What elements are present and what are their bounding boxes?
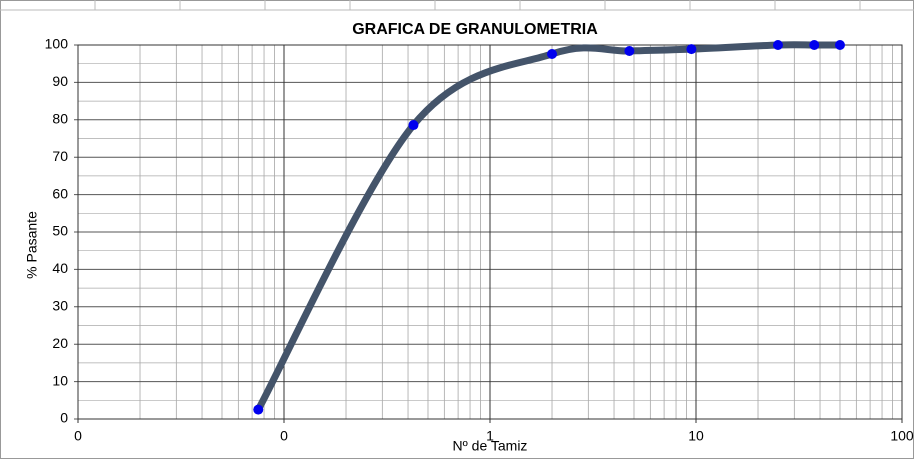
- y-tick-label: 10: [52, 372, 68, 388]
- y-axis-label: % Pasante: [24, 211, 40, 279]
- data-point: [624, 45, 635, 56]
- sheet-cells: [0, 0, 914, 11]
- y-tick-label: 100: [45, 36, 69, 52]
- y-tick-label: 0: [60, 410, 68, 426]
- x-tick-label: 10: [688, 428, 704, 444]
- y-tick-label: 60: [52, 185, 68, 201]
- y-tick-label: 20: [52, 335, 68, 351]
- y-tick-label: 30: [52, 298, 68, 314]
- chart-title: GRAFICA DE GRANULOMETRIA: [352, 21, 598, 38]
- data-point: [809, 40, 820, 50]
- y-tick-label: 90: [52, 73, 68, 89]
- y-tick-label: 40: [52, 260, 68, 276]
- y-tick-label: 80: [52, 111, 68, 127]
- data-point: [547, 48, 558, 59]
- y-tick-label: 50: [52, 223, 68, 239]
- plot-border: [77, 44, 903, 420]
- data-point: [408, 120, 419, 131]
- data-line: [254, 41, 844, 414]
- x-tick-label: 1: [486, 428, 494, 444]
- x-tick-label: 100: [890, 428, 914, 444]
- x-axis-label: Nº de Tamiz: [453, 438, 528, 454]
- data-point: [772, 40, 783, 50]
- x-tick-label: 0: [74, 428, 82, 444]
- data-point: [686, 44, 697, 55]
- y-tick-label: 70: [52, 148, 68, 164]
- x-tick-label: 0: [280, 428, 288, 444]
- data-point: [253, 404, 264, 415]
- data-point: [834, 40, 845, 50]
